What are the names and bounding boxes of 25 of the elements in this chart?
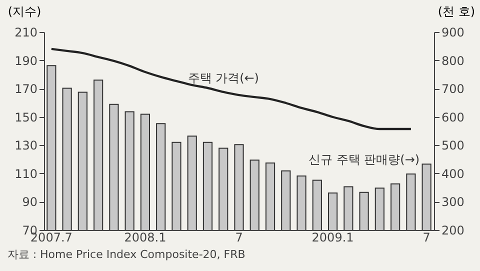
x-tick-label: 7 <box>422 230 430 244</box>
y-tick-label: 190 <box>14 54 38 68</box>
y2-tick-label: 900 <box>442 26 464 40</box>
y2-tick-label: 600 <box>442 110 464 124</box>
y-tick-label: 130 <box>14 138 38 153</box>
y2-tick-label: 700 <box>442 82 464 96</box>
y-tick-label: 210 <box>14 26 38 40</box>
series-label: 신규 주택 판매량(→) <box>308 152 420 166</box>
y-tick-label: 170 <box>14 82 38 96</box>
y2-tick-label: 300 <box>442 195 464 210</box>
x-tick-label: 7 <box>235 230 243 244</box>
y2-tick-label: 500 <box>442 138 464 153</box>
y-tick-label: 150 <box>14 110 38 124</box>
x-tick-label: 2008.1 <box>124 230 166 244</box>
series-label: 주택 가격(←) <box>188 70 259 85</box>
line-series <box>50 48 412 130</box>
y-tick-label: 110 <box>14 166 38 181</box>
y2-tick-label: 200 <box>442 224 464 238</box>
x-tick-label: 2009.1 <box>312 230 354 244</box>
y2-tick-label: 800 <box>442 54 464 68</box>
y2-tick-label: 400 <box>442 166 464 181</box>
y-tick-label: 90 <box>22 195 38 210</box>
text: 자료 : Home Price Index Composite-20, FRB <box>7 248 246 261</box>
y2-axis-title: (천 호) <box>438 4 476 18</box>
y-axis-title: (지수) <box>8 4 42 18</box>
